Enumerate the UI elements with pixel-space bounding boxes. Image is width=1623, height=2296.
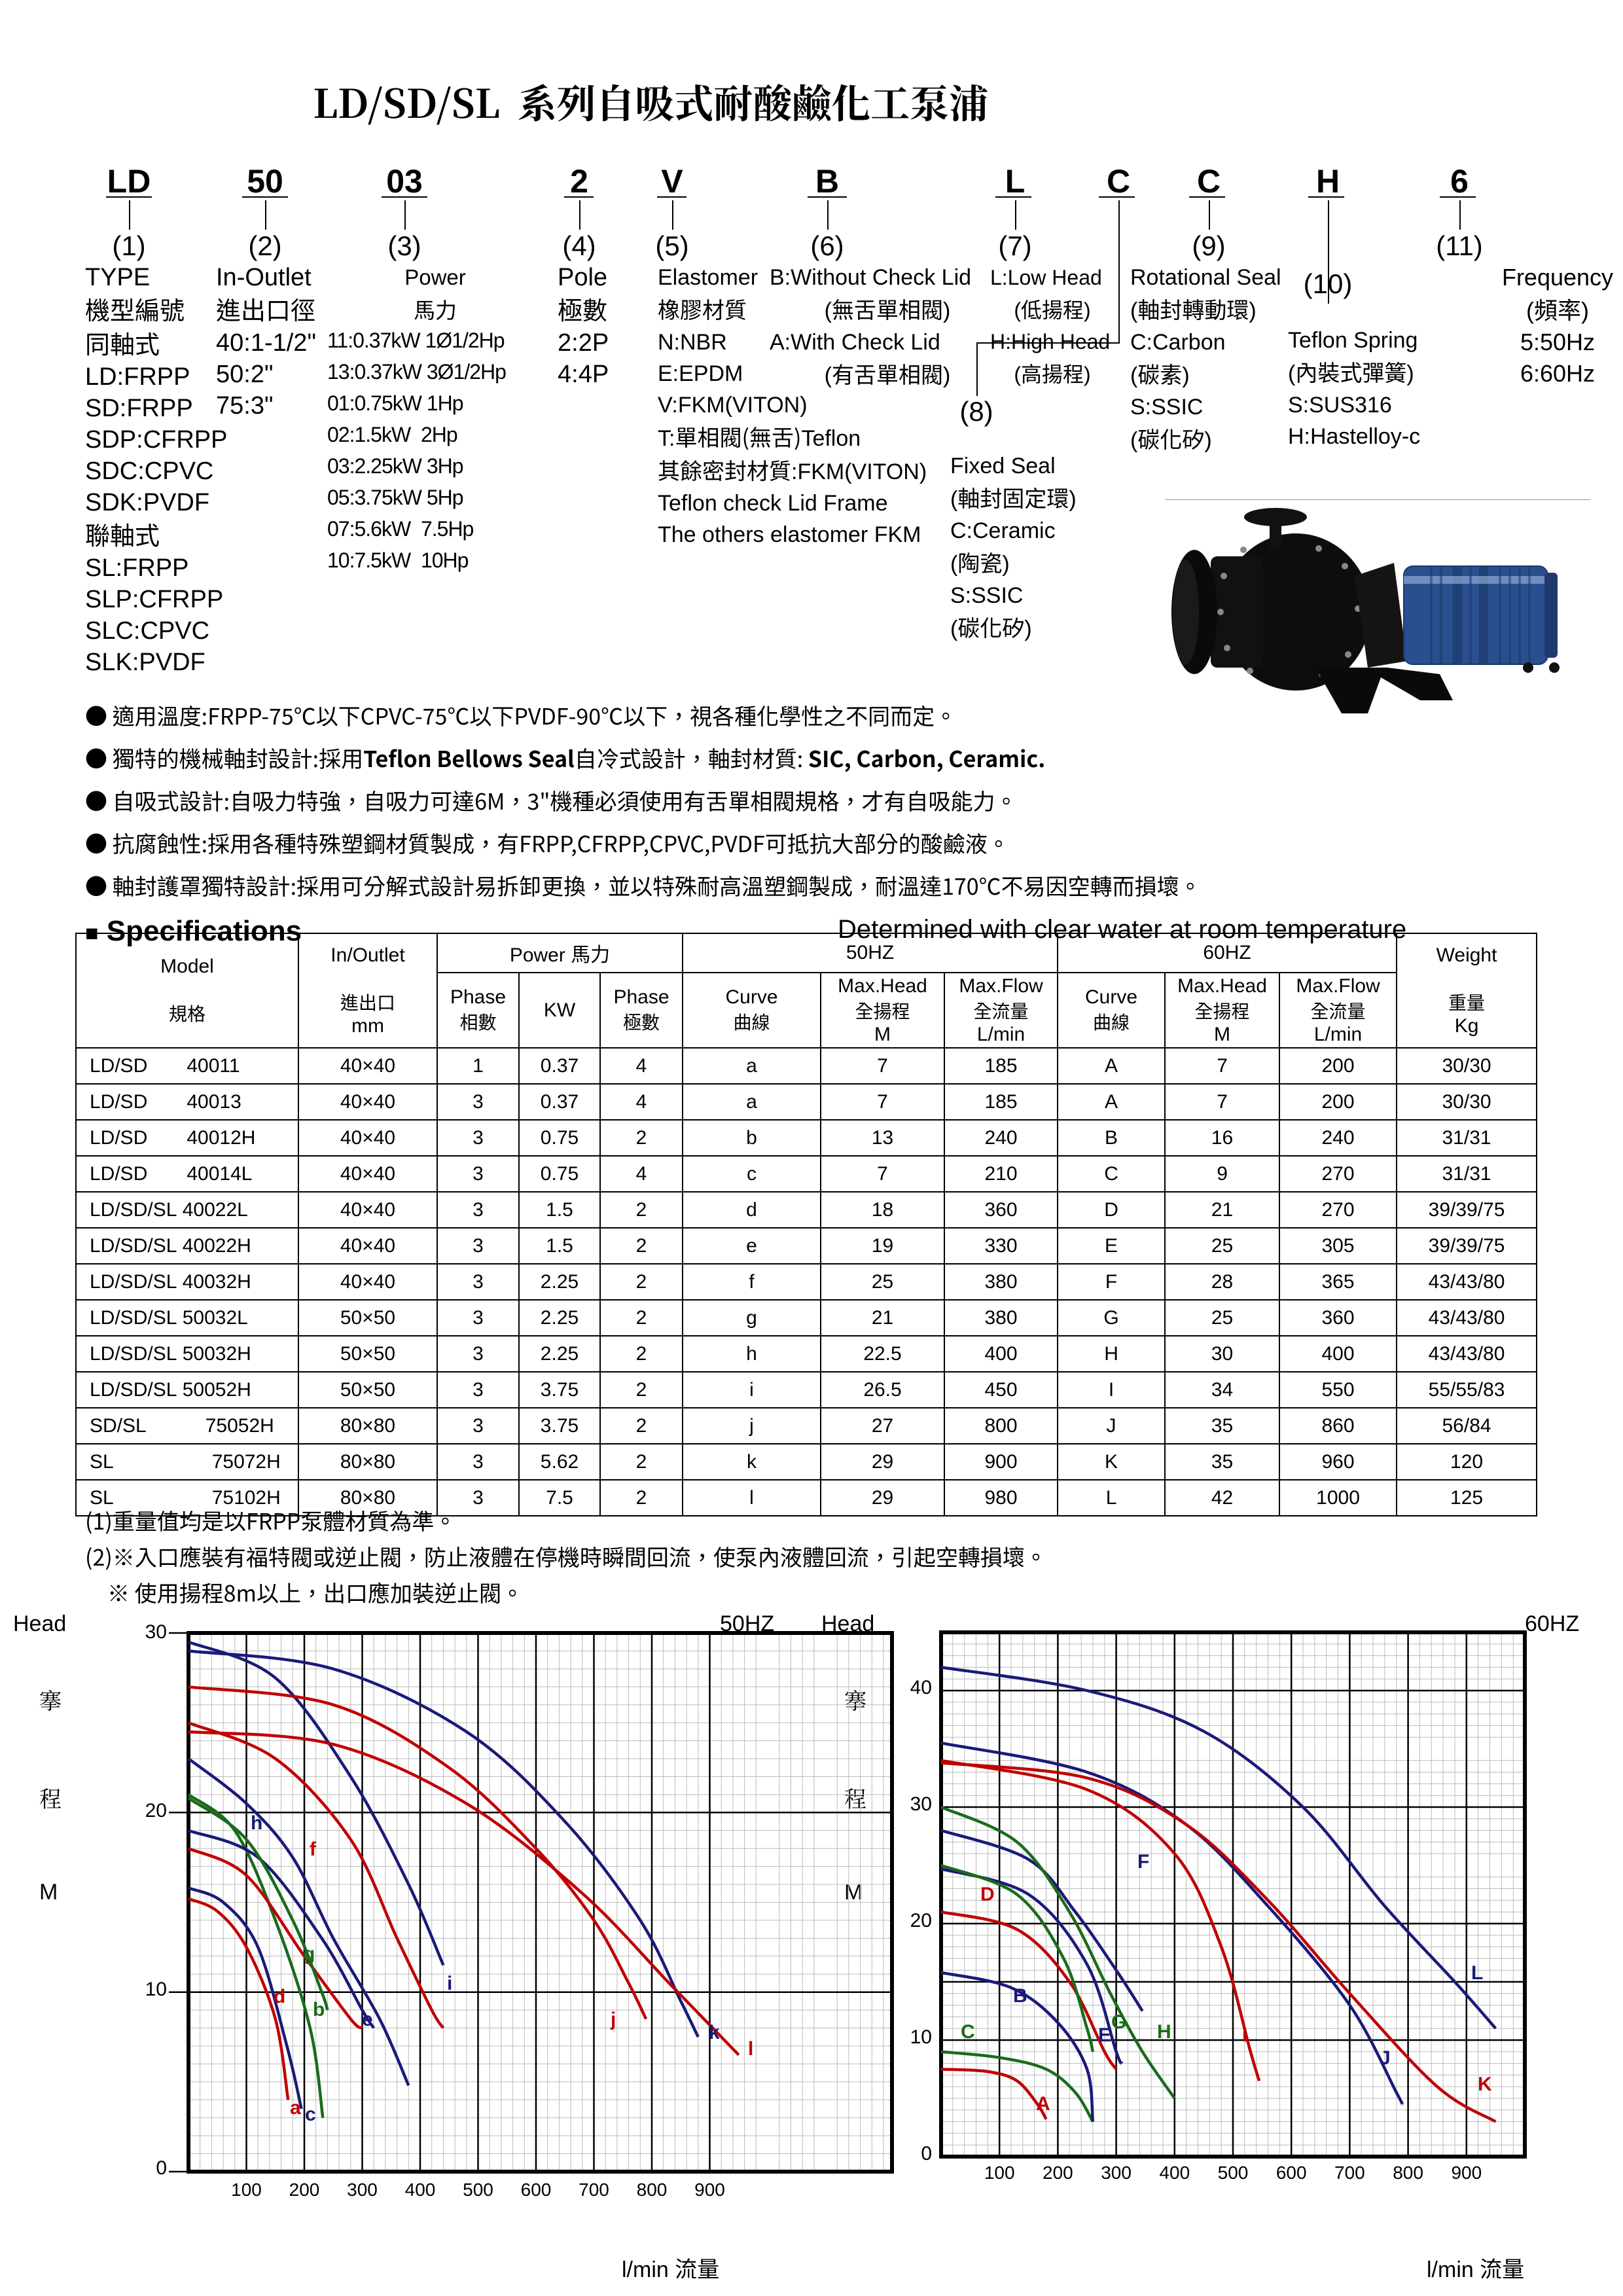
svg-text:C: C xyxy=(961,2021,975,2043)
svg-text:600: 600 xyxy=(1276,2162,1307,2183)
svg-text:e: e xyxy=(362,2009,373,2030)
svg-text:L: L xyxy=(1471,1962,1483,1984)
svg-text:900: 900 xyxy=(694,2179,725,2200)
svg-text:0: 0 xyxy=(156,2157,167,2179)
svg-text:800: 800 xyxy=(637,2179,668,2200)
svg-text:30: 30 xyxy=(145,1621,167,1643)
svg-text:300: 300 xyxy=(347,2179,378,2200)
svg-text:200: 200 xyxy=(1043,2162,1073,2183)
svg-text:F: F xyxy=(1137,1851,1149,1873)
svg-text:20: 20 xyxy=(910,1910,932,1931)
svg-text:k: k xyxy=(709,2022,720,2043)
svg-text:D: D xyxy=(980,1884,995,1905)
svg-text:300: 300 xyxy=(1101,2162,1132,2183)
svg-text:30: 30 xyxy=(910,1793,932,1815)
svg-text:l: l xyxy=(748,2038,753,2060)
svg-text:h: h xyxy=(251,1812,262,1834)
svg-text:100: 100 xyxy=(231,2179,262,2200)
svg-text:0: 0 xyxy=(921,2143,932,2164)
svg-text:E: E xyxy=(1098,2024,1111,2046)
svg-text:d: d xyxy=(274,1986,285,2007)
svg-text:800: 800 xyxy=(1393,2162,1423,2183)
svg-text:H: H xyxy=(1157,2021,1171,2043)
svg-text:c: c xyxy=(305,2104,316,2125)
svg-text:100: 100 xyxy=(984,2162,1015,2183)
svg-text:f: f xyxy=(310,1839,317,1860)
svg-text:700: 700 xyxy=(579,2179,609,2200)
svg-text:g: g xyxy=(303,1943,315,1965)
svg-text:20: 20 xyxy=(145,1800,167,1821)
svg-text:b: b xyxy=(313,1999,325,2020)
svg-text:40: 40 xyxy=(910,1677,932,1698)
svg-text:10: 10 xyxy=(910,2026,932,2048)
svg-text:400: 400 xyxy=(1159,2162,1190,2183)
svg-text:500: 500 xyxy=(1218,2162,1249,2183)
svg-text:400: 400 xyxy=(405,2179,436,2200)
svg-text:a: a xyxy=(290,2097,301,2119)
svg-text:10: 10 xyxy=(145,1979,167,2000)
svg-text:I: I xyxy=(1242,2024,1247,2046)
svg-text:700: 700 xyxy=(1334,2162,1365,2183)
svg-text:j: j xyxy=(610,2009,616,2030)
svg-text:900: 900 xyxy=(1451,2162,1482,2183)
svg-text:G: G xyxy=(1111,2011,1126,2033)
svg-text:200: 200 xyxy=(289,2179,320,2200)
svg-text:J: J xyxy=(1380,2047,1391,2069)
svg-text:K: K xyxy=(1478,2073,1492,2095)
svg-text:500: 500 xyxy=(463,2179,493,2200)
svg-text:B: B xyxy=(1013,1985,1027,2007)
svg-text:A: A xyxy=(1036,2093,1050,2115)
svg-text:600: 600 xyxy=(521,2179,552,2200)
svg-text:i: i xyxy=(447,1973,452,1994)
